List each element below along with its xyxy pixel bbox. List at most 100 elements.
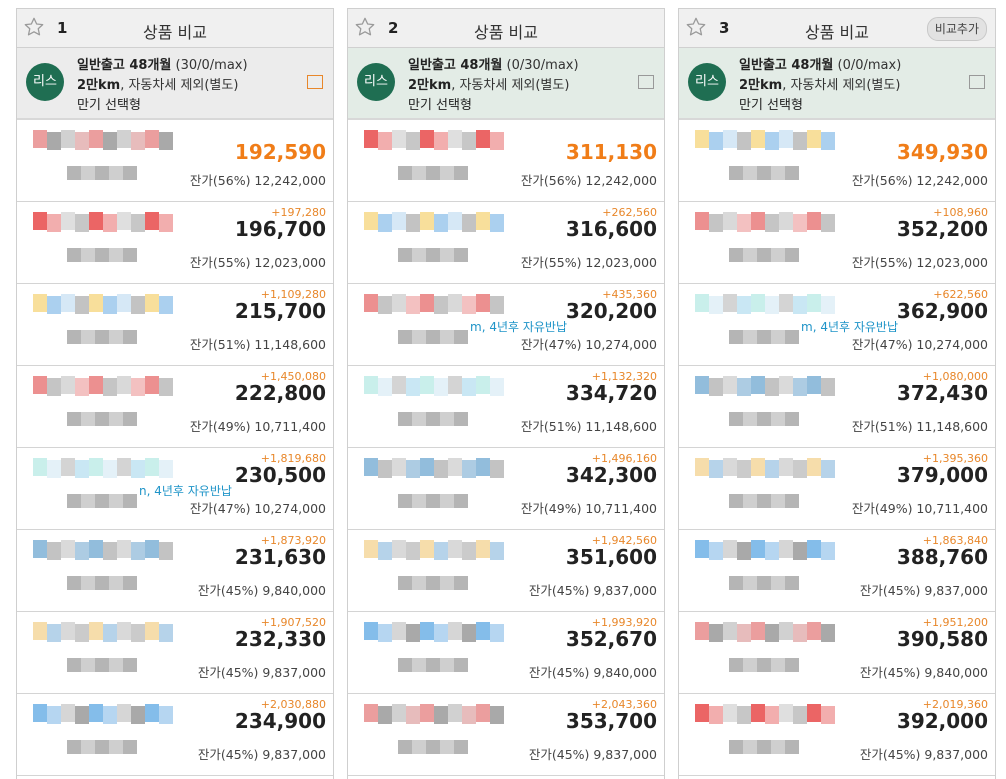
quote-row[interactable]: +1,496,160 342,300 잔가(49%) 10,711,400 — [348, 448, 664, 530]
blurred-product-name — [67, 658, 137, 672]
price-difference: +2,030,880 — [260, 698, 326, 711]
pixel-block — [95, 166, 109, 180]
price-difference: +1,993,920 — [591, 616, 657, 629]
quote-row[interactable]: +1,951,200 390,580 잔가(45%) 9,840,000 — [679, 612, 995, 694]
blurred-product-name — [67, 412, 137, 426]
quote-row[interactable]: +108,960 352,200 잔가(55%) 12,023,000 — [679, 202, 995, 284]
pixel-block — [807, 130, 821, 148]
pixel-block — [426, 740, 440, 754]
pixel-block — [398, 740, 412, 754]
blurred-product-name — [729, 330, 799, 344]
pixel-block — [476, 540, 490, 558]
price-difference: +1,873,920 — [260, 534, 326, 547]
quote-row[interactable]: +1,109,280 215,700 잔가(51%) 11,148,600 — [17, 284, 333, 366]
pixel-block — [454, 412, 468, 426]
mileage-line: 2만km, 자동차세 제외(별도) — [739, 74, 900, 93]
contract-ratio: (0/30/max) — [502, 58, 579, 73]
quote-row[interactable]: +197,280 196,700 잔가(55%) 12,023,000 — [17, 202, 333, 284]
monthly-price: 316,600 — [565, 217, 657, 241]
pixel-block — [426, 330, 440, 344]
pixel-block — [364, 622, 378, 640]
pixel-block — [364, 704, 378, 722]
monthly-price: 351,600 — [565, 545, 657, 569]
pixel-block — [723, 130, 737, 148]
pixel-block — [454, 494, 468, 508]
quote-row[interactable]: +1,395,360 379,000 잔가(49%) 10,711,400 — [679, 448, 995, 530]
pixel-block — [476, 130, 490, 148]
pixel-block — [807, 540, 821, 558]
pixel-block — [89, 704, 103, 722]
quote-row[interactable]: 349,930 잔가(56%) 12,242,000 — [679, 120, 995, 202]
monthly-price: 232,330 — [234, 627, 326, 651]
document-icon[interactable] — [969, 75, 985, 89]
pixel-block — [785, 248, 799, 262]
quote-row[interactable]: +1,450,080 222,800 잔가(49%) 10,711,400 — [17, 366, 333, 448]
pixel-block — [723, 294, 737, 312]
quote-row[interactable]: +2,030,880 234,900 잔가(45%) 9,837,000 — [17, 694, 333, 776]
quote-row[interactable]: +622,560 362,900 잔가(47%) 10,274,000 m, 4년후 … — [679, 284, 995, 366]
quote-row[interactable]: +1,993,920 352,670 잔가(45%) 9,840,000 — [348, 612, 664, 694]
pixel-block — [737, 378, 751, 396]
star-icon[interactable] — [685, 16, 707, 38]
residual-value: 잔가(45%) 9,840,000 — [197, 583, 326, 598]
pixel-block — [476, 376, 490, 394]
star-icon[interactable] — [354, 16, 376, 38]
quote-row[interactable]: 311,130 잔가(56%) 12,242,000 — [348, 120, 664, 202]
quote-row[interactable]: +435,360 320,200 잔가(47%) 10,274,000 m, 4년후 … — [348, 284, 664, 366]
mileage: 2만km — [408, 78, 452, 93]
quote-row[interactable]: +1,863,840 388,760 잔가(45%) 9,837,000 — [679, 530, 995, 612]
quote-row[interactable]: +1,080,000 372,430 잔가(51%) 11,148,600 — [679, 366, 995, 448]
pixel-block — [95, 494, 109, 508]
pixel-block — [75, 706, 89, 724]
pixel-block — [81, 330, 95, 344]
pixel-block — [765, 706, 779, 724]
price-difference: +1,951,200 — [922, 616, 988, 629]
monthly-price: 320,200 — [565, 299, 657, 323]
pixel-block — [807, 294, 821, 312]
pixel-block — [490, 624, 504, 642]
pixel-block — [821, 296, 835, 314]
pixel-block — [757, 740, 771, 754]
pixel-block — [398, 576, 412, 590]
document-icon[interactable] — [638, 75, 654, 89]
compare-column-1: 1 상품 비교 리스 일반출고 48개월 (30/0/max) 2만km, 자동차세 제… — [16, 8, 334, 779]
pixel-block — [476, 622, 490, 640]
pixel-block — [81, 166, 95, 180]
pixel-block — [765, 296, 779, 314]
pixel-block — [378, 706, 392, 724]
monthly-price: 196,700 — [234, 217, 326, 241]
pixel-block — [67, 576, 81, 590]
quote-row[interactable]: +2,043,360 353,700 잔가(45%) 9,837,000 — [348, 694, 664, 776]
document-icon[interactable] — [307, 75, 323, 89]
pixel-block — [737, 542, 751, 560]
quote-row[interactable]: 192,590 잔가(56%) 12,242,000 — [17, 120, 333, 202]
quote-row[interactable]: +1,132,320 334,720 잔가(51%) 11,148,600 — [348, 366, 664, 448]
blurred-product-image — [364, 458, 504, 480]
pixel-block — [378, 132, 392, 150]
quote-row[interactable]: +1,873,920 231,630 잔가(45%) 9,840,000 — [17, 530, 333, 612]
pixel-block — [392, 376, 406, 394]
pixel-block — [779, 458, 793, 476]
quote-row[interactable]: +262,560 316,600 잔가(55%) 12,023,000 — [348, 202, 664, 284]
blurred-product-name — [729, 494, 799, 508]
pixel-block — [392, 294, 406, 312]
star-icon[interactable] — [23, 16, 45, 38]
quote-row[interactable]: +1,942,560 351,600 잔가(45%) 9,837,000 — [348, 530, 664, 612]
quote-row[interactable]: +1,907,520 232,330 잔가(45%) 9,837,000 — [17, 612, 333, 694]
pixel-block — [821, 542, 835, 560]
pixel-block — [709, 378, 723, 396]
quote-row[interactable]: +1,819,680 230,500 잔가(47%) 10,274,000 n, 4년… — [17, 448, 333, 530]
pixel-block — [47, 214, 61, 232]
add-compare-button[interactable]: 비교추가 — [926, 17, 987, 41]
blurred-product-image — [364, 212, 504, 234]
pixel-block — [61, 704, 75, 722]
pixel-block — [821, 706, 835, 724]
pixel-block — [785, 740, 799, 754]
blurred-product-image — [33, 294, 173, 316]
price-difference: +1,132,320 — [591, 370, 657, 383]
pixel-block — [793, 214, 807, 232]
quote-row[interactable]: +2,019,360 392,000 잔가(45%) 9,837,000 — [679, 694, 995, 776]
column-header: 3 상품 비교 비교추가 — [679, 9, 995, 48]
pixel-block — [779, 294, 793, 312]
